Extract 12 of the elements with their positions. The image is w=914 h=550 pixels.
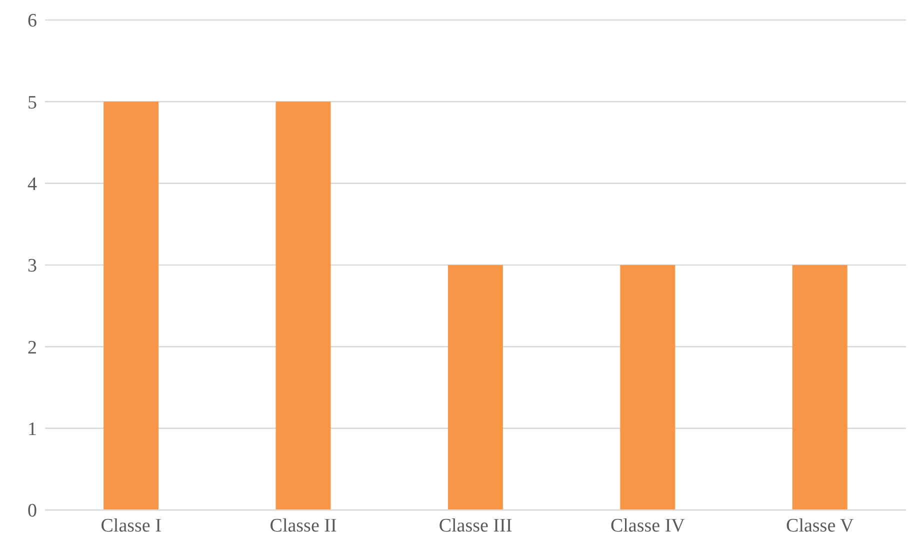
x-tick-label: Classe I (100, 515, 162, 536)
y-tick-label: 0 (28, 500, 37, 522)
x-tick-label: Classe II (270, 515, 337, 536)
y-tick-label: 3 (28, 256, 37, 277)
x-tick-label: Classe III (438, 515, 512, 536)
y-tick-label: 6 (28, 10, 37, 32)
y-tick-label: 5 (28, 92, 37, 114)
x-tick-label: Classe IV (610, 515, 686, 536)
y-tick-label: 2 (28, 337, 37, 358)
x-tick-label: Classe V (786, 515, 854, 536)
y-tick-label: 4 (28, 174, 38, 196)
y-tick-label: 1 (28, 419, 37, 440)
